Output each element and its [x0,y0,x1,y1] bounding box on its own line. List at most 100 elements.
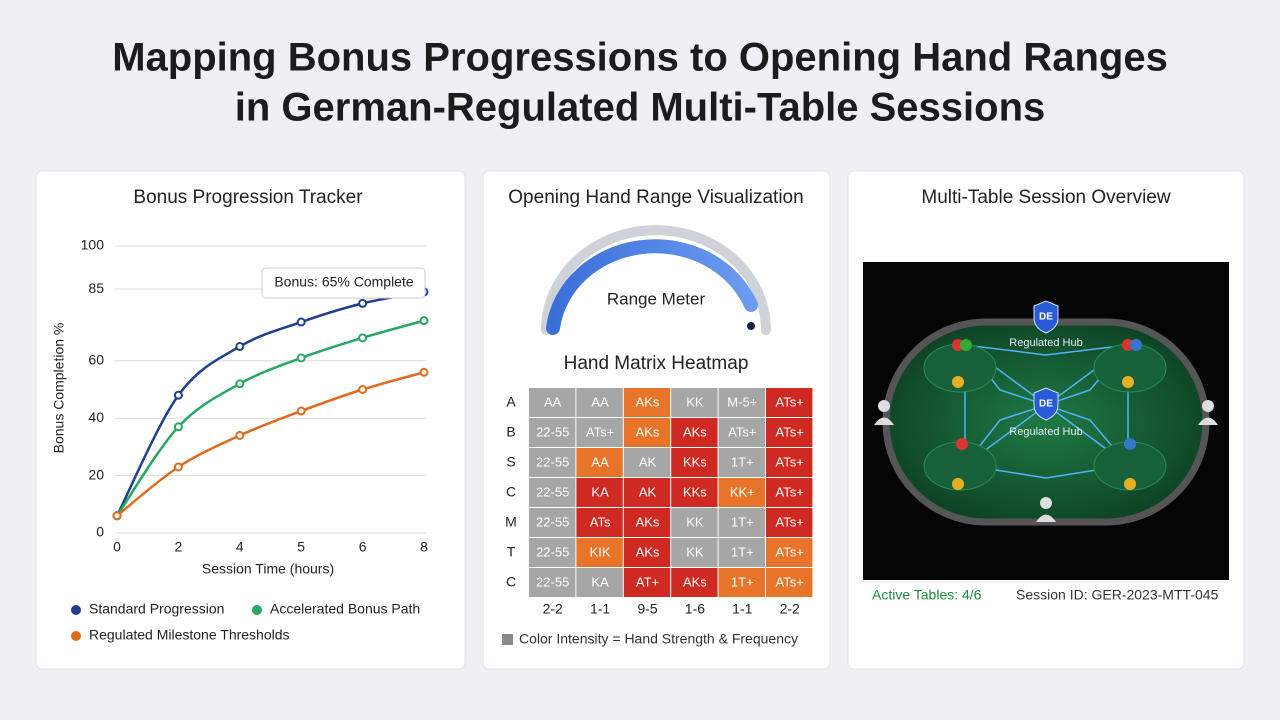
heatmap-cell [718,418,765,447]
y-tick-label: 85 [88,280,104,296]
cell-label: KIK [590,544,611,559]
chips [952,339,1142,490]
cell-label: KK+ [730,484,755,499]
legend-marker [71,605,81,615]
heatmap-cell [671,568,718,597]
heatmap-cell [576,478,623,507]
heatmap-cell [576,538,623,567]
y-tick-label: 100 [81,237,105,253]
x-tick-label: 5 [297,539,305,555]
heatmap-cell [576,388,623,417]
heatmap-cell [718,388,765,417]
heatmap-cell [623,388,671,417]
heatmap-cell [529,538,576,567]
cell-label: AK [639,454,657,469]
legend-label: Standard Progression [89,601,224,617]
x-tick-label: 2 [175,539,183,555]
heatmap-cell [671,388,718,417]
heatmap-cell [623,478,671,507]
cell-label: ATs+ [776,574,804,589]
cell-label: 1T+ [731,574,754,589]
heatmap-cell [529,388,576,417]
data-point [112,511,122,521]
data-point [358,333,368,343]
annotation: Bonus: 65% Complete [274,274,414,290]
heatmap-cell [623,538,671,567]
heatmap-cell [766,448,813,477]
heatmap-cell [529,568,576,597]
column-label: 9-5 [637,601,657,617]
cell-label: ATs+ [776,544,804,559]
data-point [235,430,245,440]
heatmap-cell [766,508,813,537]
y-tick-label: 60 [88,352,104,368]
cell-label: 22-55 [536,544,569,559]
data-point [419,316,429,326]
sub-pods [923,343,1167,491]
panel-title: Multi-Table Session Overview [921,187,1170,208]
heatmap-cell [671,538,718,567]
heatmap-cell [766,538,813,567]
data-point [296,317,306,327]
hub-label: Regulated Hub [1009,426,1082,438]
data-point [235,379,245,389]
x-axis-title: Session Time (hours) [202,561,334,577]
cell-label: AKs [636,514,660,529]
cell-label: AKs [636,544,660,559]
cell-label: AA [591,454,609,469]
session-id: Session ID: GER-2023-MTT-045 [1016,587,1219,603]
cell-label: 1T+ [731,514,754,529]
x-tick-label: 6 [359,539,367,555]
cell-label: AA [591,394,609,409]
row-label: S [506,454,515,470]
cell-label: KA [591,484,609,499]
heatmap-cell [576,568,623,597]
cell-label: ATs+ [728,424,756,439]
cell-label: 1T+ [731,454,754,469]
heatmap-title: Hand Matrix Heatmap [564,353,749,374]
heatmap-cell [623,418,671,447]
cell-label: AKs [683,424,707,439]
heatmap-cell [718,538,765,567]
cell-label: AKs [636,394,660,409]
legend-label: Accelerated Bonus Path [270,601,420,617]
hub-shield [1033,300,1059,334]
x-tick-label: 8 [420,539,428,555]
player-icons [874,400,1218,522]
cell-label: KK [686,514,704,529]
data-point [173,462,183,472]
column-label: 1-6 [685,601,705,617]
row-label: C [506,484,516,500]
data-point [296,406,306,416]
data-point [419,367,429,377]
hub-shield [1033,387,1059,421]
hub-badge: DE [1039,312,1053,323]
heatmap-cell [623,568,671,597]
column-label: 1-1 [732,601,752,617]
heatmap-cell [718,478,765,507]
gauge-label: Range Meter [607,289,706,308]
x-tick-label: 4 [236,539,244,555]
gauge-arc [546,239,758,335]
cell-label: KK [686,544,704,559]
cell-label: 22-55 [536,574,569,589]
cell-label: M-5+ [727,394,757,409]
cell-label: AK [639,484,657,499]
cell-label: ATs+ [776,454,804,469]
cell-label: 22-55 [536,454,569,469]
heatmap-cell [529,418,576,447]
heatmap-cell [576,448,623,477]
hub-label: Regulated Hub [1009,337,1082,349]
cell-label: 22-55 [536,424,569,439]
heatmap-cell [766,388,813,417]
row-label: C [506,574,516,590]
data-point [173,422,183,432]
cell-label: ATs+ [776,514,804,529]
legend-marker [252,605,262,615]
legend-swatch [502,634,513,645]
cell-label: ATs [590,514,611,529]
gauge-track [541,225,771,335]
heatmap-cell [529,508,576,537]
cell-label: AT+ [636,574,659,589]
